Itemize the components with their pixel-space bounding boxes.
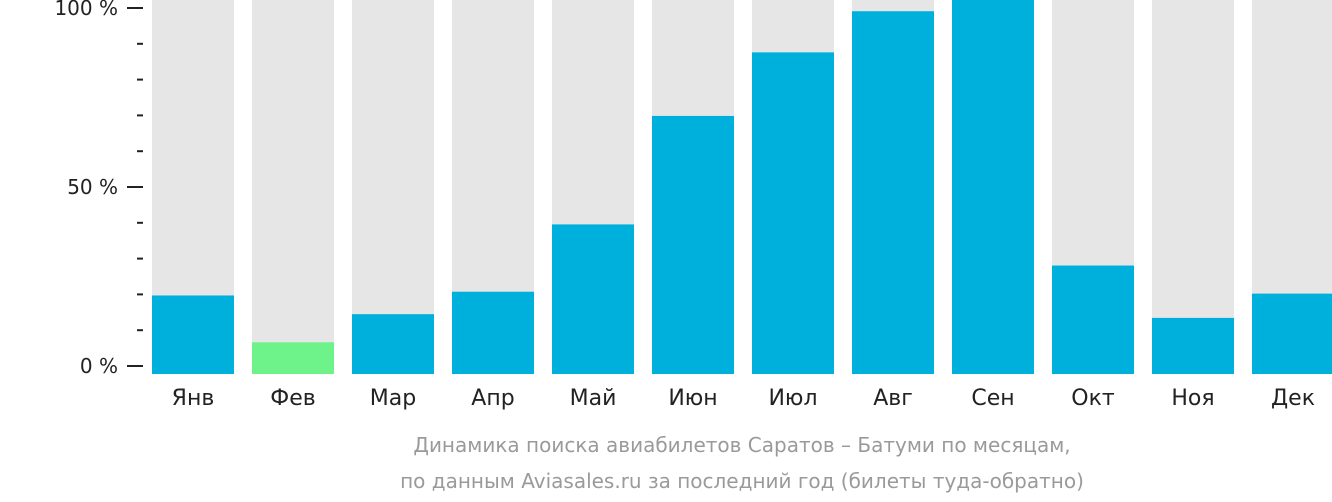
bar-track-2: [252, 0, 334, 374]
bar-9: [952, 0, 1034, 374]
y-tick-label: 50 %: [67, 175, 118, 199]
x-tick-label: Авг: [873, 386, 913, 411]
bar-track-3: [352, 0, 434, 374]
x-tick-label: Янв: [172, 386, 215, 411]
caption-line-2: по данным Aviasales.ru за последний год …: [400, 469, 1084, 493]
bar-1: [152, 295, 234, 374]
bar-5: [552, 224, 634, 374]
bar-4: [452, 291, 534, 374]
chart-caption: Динамика поиска авиабилетов Саратов – Ба…: [400, 433, 1084, 493]
x-tick-label: Июл: [768, 386, 817, 411]
bar-11: [1152, 317, 1234, 374]
x-tick-label: Апр: [471, 386, 514, 411]
bar-12: [1252, 293, 1332, 374]
x-tick-label: Май: [570, 386, 617, 411]
x-axis-labels: Янв Фев Мар Апр Май Июн Июл Авг Сен Окт Ноя Дек: [172, 386, 1315, 411]
bar-track-11: [1152, 0, 1234, 374]
x-tick-label: Окт: [1071, 386, 1115, 411]
bar-8: [852, 11, 934, 374]
bar-10: [1052, 265, 1134, 374]
x-tick-label: Ноя: [1171, 386, 1214, 411]
y-tick-label: 0 %: [80, 354, 118, 378]
bars: [152, 0, 1332, 375]
y-axis: 0 % 50 % 100 %: [54, 0, 143, 378]
bar-6: [652, 115, 734, 374]
x-tick-label: Июн: [668, 386, 717, 411]
bar-2: [252, 342, 334, 374]
bar-3: [352, 314, 434, 374]
x-tick-label: Дек: [1271, 386, 1315, 411]
y-tick-label: 100 %: [54, 0, 118, 20]
x-tick-label: Мар: [370, 386, 416, 411]
caption-line-1: Динамика поиска авиабилетов Саратов – Ба…: [413, 433, 1070, 457]
x-tick-label: Фев: [270, 386, 315, 411]
x-tick-label: Сен: [971, 386, 1014, 411]
bar-7: [752, 52, 834, 375]
